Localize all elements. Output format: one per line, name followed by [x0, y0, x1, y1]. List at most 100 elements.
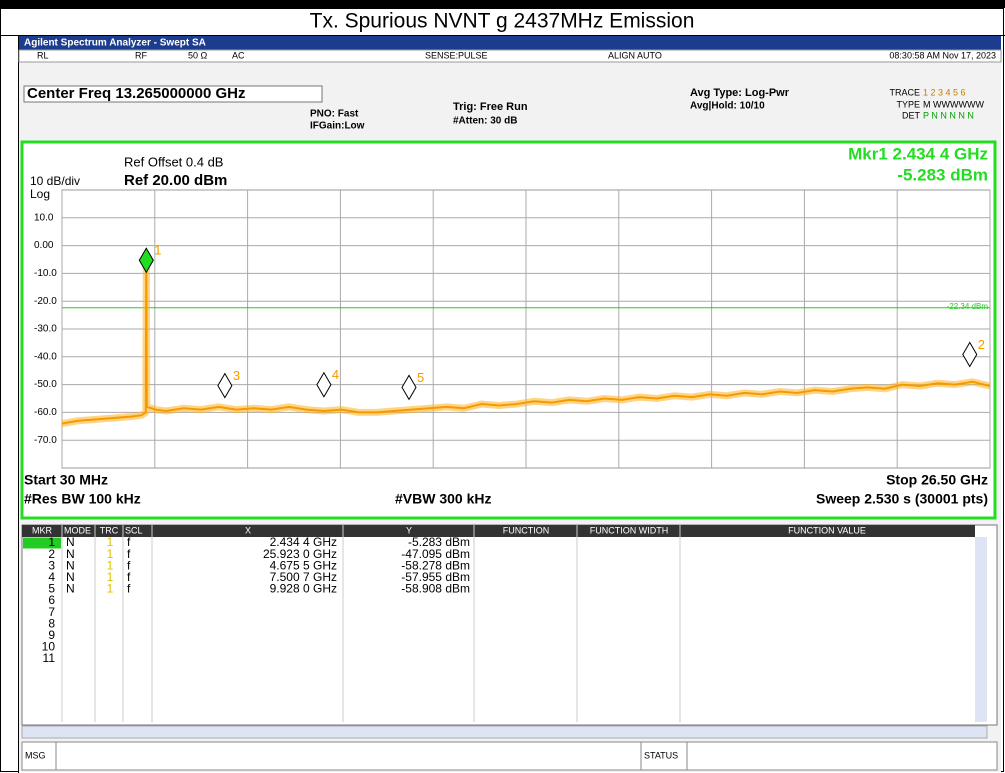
marker — [138, 247, 154, 274]
ref-level: Ref 20.00 dBm — [124, 172, 227, 189]
table-cell: -58.278 dBm — [401, 558, 470, 572]
table-header-cell: TRC — [100, 525, 119, 535]
trig: Trig: Free Run — [453, 101, 528, 113]
start-freq: Start 30 MHz — [24, 472, 108, 488]
y-tick-label: -60.0 — [34, 407, 57, 418]
table-cell: 1 — [107, 547, 114, 561]
table-cell: f — [127, 570, 131, 584]
trace-nums: 1 2 3 4 5 6 — [923, 87, 966, 97]
table-cell: 9 — [48, 628, 55, 642]
y-tick-label: -50.0 — [34, 379, 57, 390]
y-tick-label: -70.0 — [34, 435, 57, 446]
h-scrollbar[interactable] — [21, 725, 988, 739]
table-cell: 3 — [48, 558, 55, 572]
rf: RF — [135, 50, 147, 60]
table-cell: N — [66, 535, 75, 549]
rl: RL — [37, 50, 49, 60]
ifgain: IFGain:Low — [310, 121, 365, 132]
table-cell: f — [127, 582, 131, 596]
table-cell: 1 — [107, 558, 114, 572]
y-tick-label: -30.0 — [34, 324, 57, 335]
table-cell: 1 — [107, 582, 114, 596]
marker — [316, 371, 332, 398]
marker-value: -5.283 dBm — [897, 165, 988, 184]
vbw: #VBW 300 kHz — [395, 491, 491, 507]
det-val: P N N N N N — [923, 110, 974, 120]
avg-type: Avg Type: Log-Pwr — [690, 87, 790, 99]
table-cell: 2 — [48, 547, 55, 561]
timestamp: 08:30:58 AM Nov 17, 2023 — [889, 50, 996, 60]
table-cell: -58.908 dBm — [401, 582, 470, 596]
table-header-cell: Y — [406, 525, 412, 535]
table-cell: 7 — [48, 605, 55, 619]
table-cell: f — [127, 547, 131, 561]
table-cell: 4.675 5 GHz — [270, 558, 337, 572]
y-tick-label: 10.0 — [34, 212, 54, 223]
table-header — [22, 525, 975, 537]
type-label: TYPE — [896, 99, 920, 109]
msg: MSG — [25, 750, 46, 760]
avg-hold: Avg|Hold: 10/10 — [690, 101, 765, 112]
marker-label: 2 — [978, 337, 985, 352]
y-tick-label: -20.0 — [34, 296, 57, 307]
log: Log — [30, 187, 50, 201]
table-cell: 11 — [43, 651, 56, 665]
type-val: M WWWWWW — [923, 99, 984, 109]
pno: PNO: Fast — [310, 109, 359, 120]
v-scrollbar[interactable] — [975, 537, 987, 722]
table-cell: N — [66, 547, 75, 561]
table-cell: 9.928 0 GHz — [270, 582, 337, 596]
rbw: #Res BW 100 kHz — [24, 491, 141, 507]
table-cell: N — [66, 582, 75, 596]
title-bar — [19, 36, 1001, 50]
plot-area — [20, 140, 997, 520]
center-freq: Center Freq 13.265000000 GHz — [27, 85, 245, 102]
display-line-label: -22.34 dBm — [947, 302, 989, 311]
marker-label: 4 — [332, 367, 339, 382]
sense: SENSE:PULSE — [425, 50, 488, 60]
marker-label: 5 — [417, 370, 424, 385]
trace-label: TRACE — [889, 87, 920, 97]
table-cell: 10 — [42, 640, 56, 654]
table-cell: 8 — [48, 616, 55, 630]
table-header-cell: FUNCTION WIDTH — [590, 525, 669, 535]
table-cell: 25.923 0 GHz — [263, 547, 337, 561]
table-cell: 7.500 7 GHz — [270, 570, 337, 584]
table-cell: f — [127, 535, 131, 549]
table-cell: N — [66, 558, 75, 572]
scale: 10 dB/div — [30, 174, 80, 188]
stop-freq: Stop 26.50 GHz — [886, 472, 988, 488]
marker-label: 3 — [233, 368, 240, 383]
table-cell: 6 — [48, 593, 55, 607]
table-cell: -5.283 dBm — [408, 535, 470, 549]
table-header-cell: FUNCTION VALUE — [788, 525, 866, 535]
marker — [217, 372, 233, 399]
table-header-cell: MODE — [64, 525, 91, 535]
sweep: Sweep 2.530 s (30001 pts) — [816, 491, 988, 507]
marker-label: 1 — [154, 243, 161, 258]
window-title: Agilent Spectrum Analyzer - Swept SA — [24, 38, 206, 49]
table-cell: 1 — [107, 535, 114, 549]
center-freq-box — [23, 85, 323, 103]
y-tick-label: -40.0 — [34, 351, 57, 362]
table-header-cell: X — [245, 525, 251, 535]
table-cell: -47.095 dBm — [401, 547, 470, 561]
table-header-cell: FUNCTION — [503, 525, 550, 535]
atten: #Atten: 30 dB — [453, 116, 517, 127]
table-cell: f — [127, 558, 131, 572]
top-bar — [0, 0, 1005, 8]
ref-offset: Ref Offset 0.4 dB — [124, 154, 223, 169]
y-tick-label: 0.00 — [34, 240, 54, 251]
page-title: Tx. Spurious NVNT g 2437MHz Emission — [310, 10, 695, 33]
marker — [962, 341, 978, 368]
marker-freq: Mkr1 2.434 4 GHz — [848, 144, 988, 163]
table-cell: N — [66, 570, 75, 584]
det-label: DET — [902, 110, 921, 120]
selected-row — [23, 537, 61, 549]
marker-table — [21, 524, 998, 726]
table-cell: -57.955 dBm — [401, 570, 470, 584]
table-cell: 4 — [48, 570, 55, 584]
coupling: AC — [232, 50, 245, 60]
table-cell: 2.434 4 GHz — [270, 535, 337, 549]
